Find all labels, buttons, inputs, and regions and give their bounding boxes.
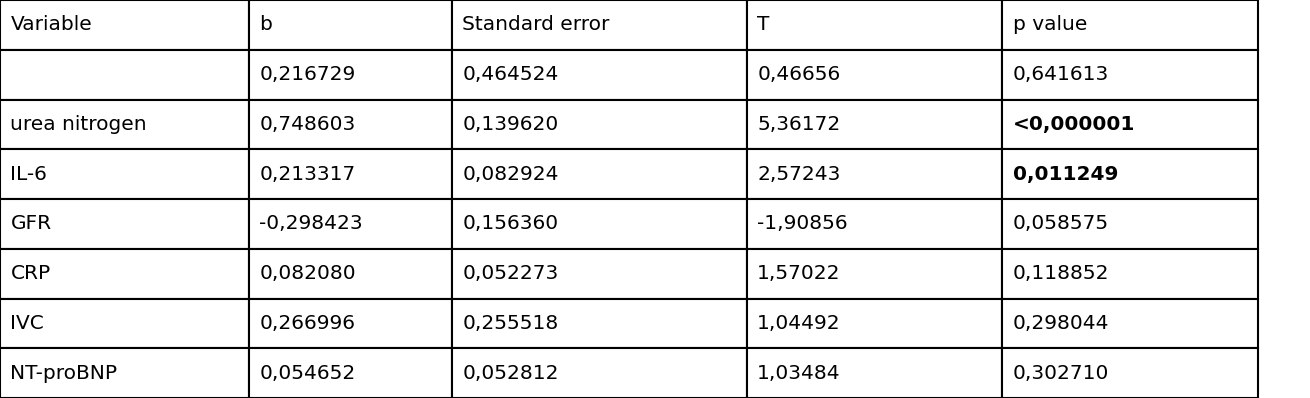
Text: 0,216729: 0,216729	[259, 65, 355, 84]
Bar	[1002, 149, 1258, 199]
Bar	[452, 348, 747, 398]
Bar	[249, 249, 452, 298]
Bar	[249, 199, 452, 249]
Bar	[452, 149, 747, 199]
Bar	[1002, 199, 1258, 249]
Bar	[0, 0, 249, 50]
Bar	[747, 298, 1002, 348]
Text: 0,298044: 0,298044	[1013, 314, 1110, 333]
Bar	[452, 0, 747, 50]
Bar	[0, 50, 249, 100]
Text: CRP: CRP	[10, 264, 51, 283]
Bar	[747, 100, 1002, 149]
Bar	[0, 100, 249, 149]
Text: -0,298423: -0,298423	[259, 215, 363, 233]
Bar	[0, 249, 249, 298]
Bar	[249, 100, 452, 149]
Bar	[747, 249, 1002, 298]
Bar	[0, 149, 249, 199]
Bar	[452, 50, 747, 100]
Bar	[1002, 0, 1258, 50]
Text: NT-proBNP: NT-proBNP	[10, 364, 118, 382]
Text: 0,255518: 0,255518	[462, 314, 558, 333]
Text: IVC: IVC	[10, 314, 45, 333]
Text: 0,052812: 0,052812	[462, 364, 559, 382]
Text: T: T	[757, 16, 769, 34]
Text: <0,000001: <0,000001	[1013, 115, 1134, 134]
Text: Variable: Variable	[10, 16, 92, 34]
Text: 0,641613: 0,641613	[1013, 65, 1108, 84]
Text: 1,04492: 1,04492	[757, 314, 841, 333]
Bar	[249, 348, 452, 398]
Bar	[0, 348, 249, 398]
Bar	[452, 249, 747, 298]
Text: 1,57022: 1,57022	[757, 264, 841, 283]
Text: 0,011249: 0,011249	[1013, 165, 1117, 183]
Text: Standard error: Standard error	[462, 16, 609, 34]
Text: -1,90856: -1,90856	[757, 215, 848, 233]
Text: 2,57243: 2,57243	[757, 165, 841, 183]
Bar	[747, 50, 1002, 100]
Bar	[1002, 50, 1258, 100]
Text: 0,082080: 0,082080	[259, 264, 356, 283]
Text: 0,054652: 0,054652	[259, 364, 355, 382]
Text: 0,139620: 0,139620	[462, 115, 558, 134]
Bar	[0, 298, 249, 348]
Text: 0,156360: 0,156360	[462, 215, 558, 233]
Text: b: b	[259, 16, 272, 34]
Bar	[747, 348, 1002, 398]
Text: 0,302710: 0,302710	[1013, 364, 1110, 382]
Bar	[747, 0, 1002, 50]
Text: 0,464524: 0,464524	[462, 65, 559, 84]
Bar	[452, 199, 747, 249]
Text: p value: p value	[1013, 16, 1087, 34]
Text: GFR: GFR	[10, 215, 51, 233]
Text: 0,052273: 0,052273	[462, 264, 558, 283]
Text: 0,213317: 0,213317	[259, 165, 355, 183]
Bar	[0, 199, 249, 249]
Bar	[249, 298, 452, 348]
Bar	[747, 149, 1002, 199]
Bar	[1002, 249, 1258, 298]
Text: IL-6: IL-6	[10, 165, 47, 183]
Text: 0,118852: 0,118852	[1013, 264, 1110, 283]
Text: 0,46656: 0,46656	[757, 65, 841, 84]
Bar	[1002, 298, 1258, 348]
Text: 1,03484: 1,03484	[757, 364, 841, 382]
Bar	[452, 100, 747, 149]
Bar	[1002, 100, 1258, 149]
Bar	[249, 50, 452, 100]
Bar	[452, 298, 747, 348]
Text: 0,058575: 0,058575	[1013, 215, 1108, 233]
Bar	[747, 199, 1002, 249]
Bar	[249, 149, 452, 199]
Bar	[1002, 348, 1258, 398]
Text: 5,36172: 5,36172	[757, 115, 841, 134]
Text: urea nitrogen: urea nitrogen	[10, 115, 147, 134]
Text: 0,082924: 0,082924	[462, 165, 559, 183]
Bar	[249, 0, 452, 50]
Text: 0,266996: 0,266996	[259, 314, 355, 333]
Text: 0,748603: 0,748603	[259, 115, 355, 134]
